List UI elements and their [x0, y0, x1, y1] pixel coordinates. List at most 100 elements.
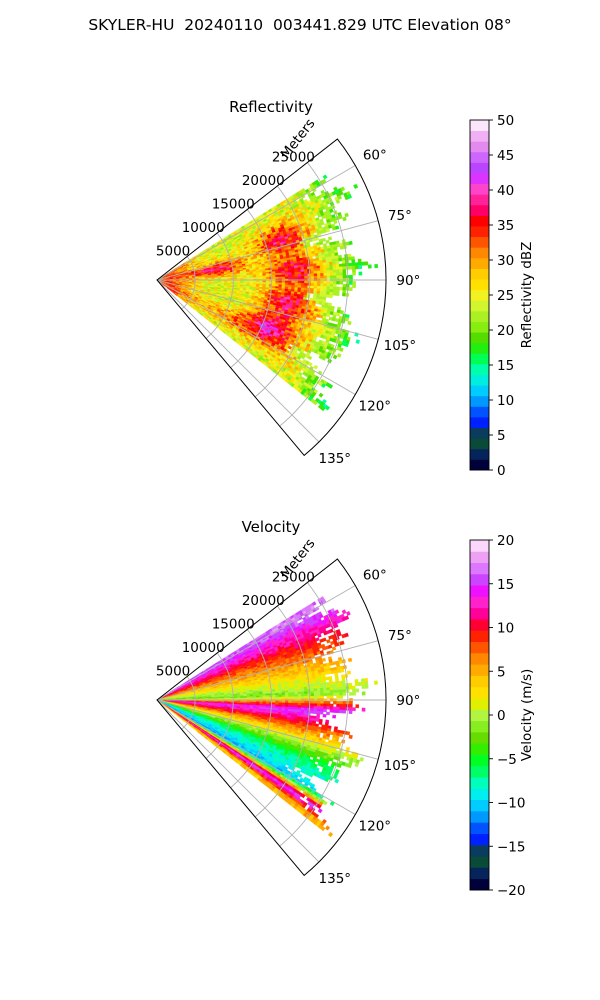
reflectivity-cell	[336, 286, 340, 291]
reflectivity-cell	[342, 272, 347, 276]
colorbar-segment	[470, 151, 489, 163]
reflectivity-cell	[323, 281, 328, 285]
reflectivity-cell	[348, 265, 353, 270]
reflectivity-cell	[326, 275, 331, 279]
reflectivity-data-field	[156, 174, 379, 412]
angle-tick-label: 105°	[384, 338, 417, 354]
colorbar-segment	[470, 332, 489, 344]
reflectivity-cell	[339, 275, 344, 279]
reflectivity-cell	[310, 273, 315, 277]
colorbar-segment	[470, 268, 489, 280]
reflectivity-title: Reflectivity	[229, 98, 313, 116]
reflectivity-cell	[335, 199, 341, 204]
reflectivity-cell	[322, 265, 327, 269]
reflectivity-cell	[332, 264, 337, 268]
reflectivity-cell	[317, 275, 321, 279]
reflectivity-cell	[301, 276, 305, 280]
reflectivity-cell	[336, 272, 340, 276]
reflectivity-cell	[318, 301, 323, 306]
reflectivity-cell	[320, 275, 324, 279]
reflectivity-cell	[313, 275, 318, 279]
reflectivity-cell	[355, 265, 359, 270]
colorbar-segment	[470, 236, 489, 248]
reflectivity-cell	[342, 275, 347, 279]
reflectivity-cell	[355, 339, 361, 345]
reflectivity-cell	[358, 271, 363, 276]
reflectivity-cell	[325, 313, 331, 318]
colorbar-segment	[470, 289, 489, 301]
colorbar-tick-label: 25	[497, 288, 514, 304]
colorbar-segment	[470, 406, 489, 418]
reflectivity-cell	[320, 273, 324, 277]
reflectivity-cell	[333, 283, 337, 288]
colorbar-segment	[470, 173, 489, 185]
colorbar-tick-label: 20	[497, 323, 514, 339]
reflectivity-cell	[311, 187, 317, 193]
velocity-title: Velocity	[242, 518, 301, 536]
colorbar-tick-label: 45	[497, 148, 514, 164]
colorbar-segment	[470, 374, 489, 386]
reflectivity-cell	[291, 276, 296, 280]
reflectivity-cell	[349, 275, 353, 279]
reflectivity-cell	[313, 273, 318, 277]
reflectivity-cell	[342, 286, 347, 291]
reflectivity-cell	[342, 269, 347, 273]
reflectivity-cell	[326, 272, 331, 277]
angle-tick-label: 120°	[359, 399, 392, 415]
colorbar-segment	[470, 204, 489, 216]
reflectivity-cell	[332, 267, 337, 271]
reflectivity-cell	[313, 270, 318, 274]
reflectivity-cell	[336, 353, 342, 358]
reflectivity-cell	[352, 271, 356, 276]
reflectivity-cell	[304, 283, 308, 287]
reflectivity-cell	[304, 271, 308, 275]
reflectivity-cell	[317, 283, 321, 287]
reflectivity-cell	[339, 281, 344, 285]
reflectivity-cell	[329, 275, 334, 279]
colorbar-tick-label: 40	[497, 183, 514, 199]
reflectivity-cell	[349, 281, 353, 285]
reflectivity-cell	[352, 284, 356, 288]
reflectivity-cell	[340, 186, 346, 192]
reflectivity-cell	[323, 275, 328, 279]
reflectivity-cell	[272, 276, 276, 280]
reflectivity-cell	[348, 240, 353, 246]
reflectivity-cell	[344, 212, 349, 218]
reflectivity-cell	[285, 276, 289, 280]
reflectivity-cell	[332, 292, 337, 296]
reflectivity-cell	[291, 280, 296, 284]
reflectivity-cell	[320, 283, 324, 287]
reflectivity-cell	[297, 276, 302, 280]
reflectivity-cell	[297, 280, 302, 284]
radial-tick-label: 20000	[242, 173, 285, 189]
reflectivity-cell	[342, 284, 347, 288]
reflectivity-cell	[311, 253, 316, 257]
reflectivity-cell	[329, 283, 334, 288]
reflectivity-cell	[361, 261, 366, 266]
colorbar-segment	[470, 427, 489, 439]
colorbar-segment	[470, 300, 489, 312]
reflectivity-cell	[300, 271, 305, 275]
colorbar-segment	[470, 342, 489, 354]
reflectivity-cell	[329, 267, 334, 271]
reflectivity-cell	[301, 273, 305, 277]
reflectivity-cell	[326, 286, 331, 290]
reflectivity-cell	[339, 310, 344, 315]
colorbar-tick-label: 35	[497, 218, 514, 234]
radial-tick-label: 10000	[182, 220, 225, 236]
reflectivity-cell	[338, 257, 343, 262]
colorbar-tick-label: 10	[497, 393, 514, 409]
colorbar-segment	[470, 162, 489, 174]
colorbar-segment	[470, 459, 489, 471]
reflectivity-cell	[339, 272, 344, 276]
reflectivity-cell	[336, 275, 340, 279]
reflectivity-cell	[348, 287, 353, 291]
colorbar-segment	[470, 438, 489, 450]
reflectivity-cell	[335, 312, 341, 317]
reflectivity-cell	[347, 256, 352, 261]
colorbar-segment	[470, 363, 489, 375]
colorbar-segment	[470, 141, 489, 153]
colorbar-segment	[470, 310, 489, 322]
